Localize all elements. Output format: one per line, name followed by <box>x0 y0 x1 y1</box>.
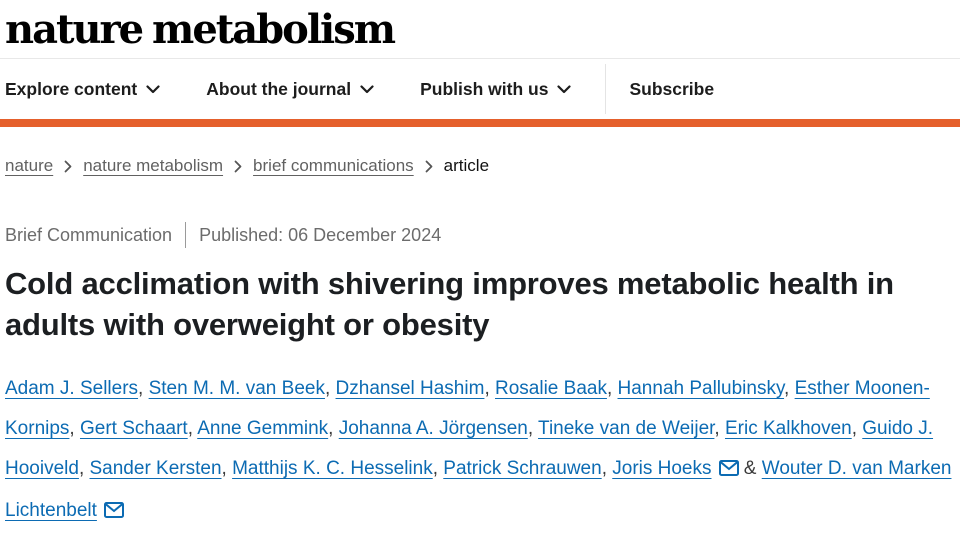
author-separator: , <box>187 418 198 439</box>
chevron-down-icon <box>557 84 572 94</box>
article-meta: Brief Communication Published: 06 Decemb… <box>0 222 960 248</box>
author-link[interactable]: Esther Moonen-Kornips <box>5 378 930 439</box>
author-separator: , <box>138 378 149 399</box>
journal-logo[interactable]: nature metabolism <box>5 6 396 53</box>
author-link[interactable]: Patrick Schrauwen <box>443 458 602 479</box>
breadcrumb-current: article <box>443 156 490 175</box>
article-type-label: Brief Communication <box>5 224 173 245</box>
nav-item-label: About the journal <box>206 78 352 99</box>
author-link[interactable]: Wouter D. van Marken Lichtenbelt <box>5 458 952 521</box>
author-separator: , <box>784 378 795 399</box>
masthead: nature metabolism <box>0 0 960 59</box>
subscribe-button[interactable]: Subscribe <box>629 78 715 99</box>
author-separator: , <box>527 418 539 439</box>
author-link[interactable]: Adam J. Sellers <box>5 378 139 399</box>
article-title: Cold acclimation with shivering improves… <box>5 266 894 342</box>
nav-item-publish-with-us[interactable]: Publish with us <box>420 78 572 100</box>
author-link[interactable]: Sander Kersten <box>89 458 222 479</box>
nav-item-label: Publish with us <box>420 78 549 99</box>
chevron-right-icon <box>425 160 433 173</box>
main-nav: Explore content About the journal Publish … <box>0 59 960 127</box>
meta-divider <box>185 222 187 248</box>
author-separator: , <box>69 418 80 439</box>
author-separator: , <box>324 378 336 399</box>
author-link[interactable]: Rosalie Baak <box>495 378 607 399</box>
author-link[interactable]: Johanna A. Jörgensen <box>338 418 528 439</box>
author-separator: , <box>601 458 613 479</box>
author-separator: , <box>606 378 618 399</box>
author-link[interactable]: Gert Schaart <box>79 418 188 439</box>
author-link[interactable]: Eric Kalkhoven <box>724 418 852 439</box>
breadcrumb-link-nature-metabolism[interactable]: nature metabolism <box>83 156 224 175</box>
author-separator: , <box>484 378 495 399</box>
nav-item-label: Explore content <box>5 78 138 99</box>
author-separator: , <box>221 458 233 479</box>
breadcrumb-link-brief-communications[interactable]: brief communications <box>253 156 414 175</box>
author-list: Adam J. Sellers, Sten M. M. van Beek, Dz… <box>5 369 957 533</box>
email-envelope-icon[interactable] <box>718 451 739 491</box>
author-separator: , <box>78 458 90 479</box>
author-separator: , <box>328 418 339 439</box>
author-separator: , <box>432 458 444 479</box>
chevron-down-icon <box>360 84 374 94</box>
published-date: Published: 06 December 2024 <box>199 224 442 245</box>
author-link[interactable]: Matthijs K. C. Hesselink <box>232 458 433 479</box>
author-separator: , <box>714 418 725 439</box>
nav-divider <box>605 64 607 114</box>
nav-items: Explore content About the journal Publish … <box>5 79 617 100</box>
chevron-right-icon <box>64 160 72 173</box>
chevron-down-icon <box>146 84 160 94</box>
author-link[interactable]: Tineke van de Weijer <box>538 418 715 439</box>
author-link[interactable]: Anne Gemmink <box>197 418 329 439</box>
author-separator: & <box>738 458 762 479</box>
chevron-right-icon <box>234 160 242 173</box>
nav-item-about-the-journal[interactable]: About the journal <box>206 79 374 100</box>
author-link[interactable]: Guido J. Hooiveld <box>5 418 934 479</box>
nav-item-explore-content[interactable]: Explore content <box>5 79 160 100</box>
breadcrumb: nature nature metabolism brief communicati… <box>0 156 960 176</box>
email-envelope-icon[interactable] <box>103 493 124 533</box>
author-link[interactable]: Dzhansel Hashim <box>335 378 485 399</box>
breadcrumb-link-nature[interactable]: nature <box>5 156 54 175</box>
author-link[interactable]: Sten M. M. van Beek <box>148 378 325 399</box>
author-separator: , <box>851 418 863 439</box>
author-link[interactable]: Hannah Pallubinsky <box>617 378 785 399</box>
author-link[interactable]: Joris Hoeks <box>612 458 712 479</box>
